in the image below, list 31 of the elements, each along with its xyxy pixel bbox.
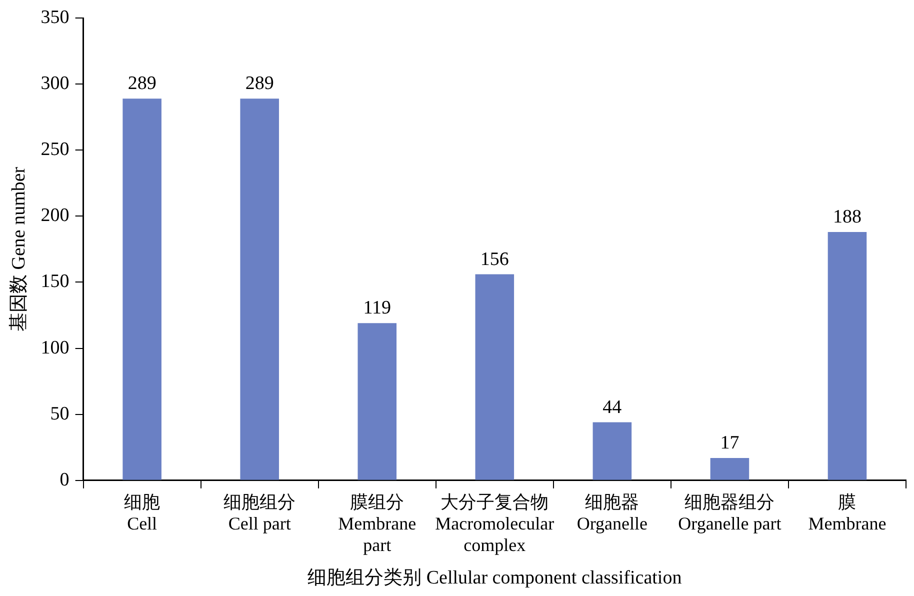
y-tick-label: 300 (40, 73, 70, 94)
y-tick-label: 150 (40, 271, 70, 292)
y-tick-label: 100 (40, 337, 70, 358)
x-tick-label: 细胞组分 Cell part (224, 492, 296, 534)
y-tick-label: 250 (40, 139, 70, 160)
data-label: 17 (720, 432, 740, 454)
x-tick-label: 细胞 Cell (124, 492, 160, 534)
x-axis-title: 细胞组分类别 Cellular component classification (308, 568, 682, 589)
data-label: 156 (480, 248, 509, 270)
data-label: 289 (245, 73, 274, 94)
bar (828, 232, 867, 480)
bar (358, 323, 397, 480)
bar (122, 98, 162, 480)
y-tick-label: 50 (50, 403, 70, 424)
bar (710, 458, 750, 480)
data-label: 188 (832, 206, 862, 228)
x-tick-label: 细胞器组分 Organelle part (678, 492, 782, 534)
y-axis-title: 基因数 Gene number (8, 166, 30, 332)
y-tick-label: 350 (40, 6, 70, 28)
bar (240, 98, 279, 480)
bar (475, 274, 514, 480)
data-label: 44 (602, 396, 622, 418)
data-label: 119 (363, 298, 392, 319)
x-tick-label: 膜 Membrane (808, 492, 886, 534)
x-tick-label: 膜组分 Membrane part (338, 492, 416, 556)
x-tick-label: 大分子复合物 Macromolecular complex (435, 492, 554, 556)
x-tick-label: 细胞器 Organelle (576, 492, 648, 534)
y-tick-label: 200 (40, 205, 70, 226)
data-label: 289 (128, 73, 156, 94)
y-tick-label: 0 (60, 469, 70, 490)
bar (592, 422, 632, 480)
